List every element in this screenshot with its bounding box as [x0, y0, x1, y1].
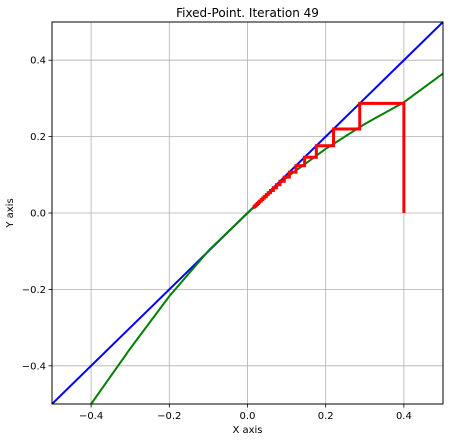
y-tick-label: −0.2	[22, 285, 46, 296]
x-tick-label: −0.2	[157, 411, 181, 422]
y-axis-ticks: −0.4 −0.2 0.0 0.2 0.4	[22, 56, 52, 372]
x-tick-label: 0.0	[240, 411, 256, 422]
y-tick-label: −0.4	[22, 361, 46, 372]
x-tick-label: 0.2	[318, 411, 334, 422]
x-tick-label: 0.4	[396, 411, 412, 422]
y-tick-label: 0.2	[30, 132, 46, 143]
iteration-cobweb	[252, 101, 406, 213]
chart-title: Fixed-Point. Iteration 49	[176, 6, 319, 20]
plot-series	[52, 22, 443, 404]
x-axis-ticks: −0.4 −0.2 0.0 0.2 0.4	[79, 404, 412, 422]
x-tick-label: −0.4	[79, 411, 103, 422]
y-axis-label: Y axis	[5, 198, 16, 228]
y-tick-label: 0.4	[30, 56, 46, 67]
y-tick-label: 0.0	[30, 209, 46, 220]
x-axis-label: X axis	[232, 425, 262, 436]
